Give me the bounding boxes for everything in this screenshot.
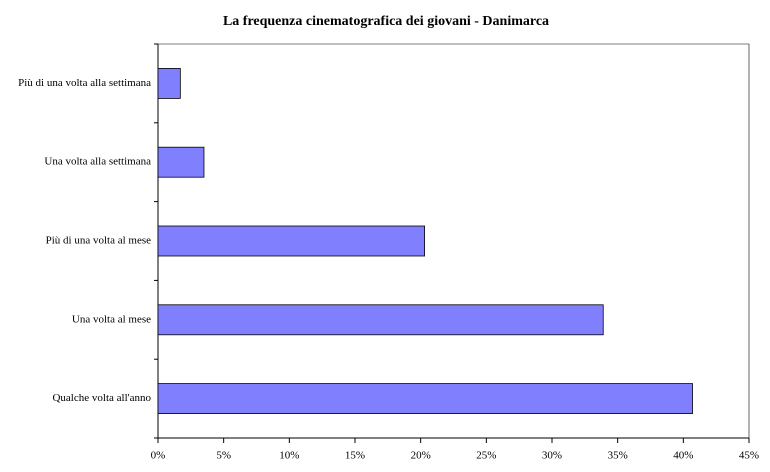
x-tick-label: 20%: [411, 450, 431, 462]
x-tick-label: 15%: [345, 450, 365, 462]
x-tick-label: 40%: [673, 450, 693, 462]
y-tick-label: Più di una volta alla settimana: [18, 77, 151, 89]
x-tick-label: 10%: [279, 450, 299, 462]
x-tick-label: 35%: [608, 450, 628, 462]
bar: [157, 304, 604, 336]
y-tick-label: Una volta al mese: [72, 313, 151, 325]
x-tick-label: 45%: [739, 450, 759, 462]
y-tick-label: Una volta alla settimana: [44, 156, 151, 168]
bar: [157, 146, 205, 178]
x-tick-label: 30%: [542, 450, 562, 462]
y-tick-label: Più di una volta al mese: [46, 235, 152, 247]
x-tick-label: 0%: [151, 450, 166, 462]
bar: [157, 68, 181, 99]
y-tick-label: Qualche volta all'anno: [52, 392, 151, 404]
x-tick-label: 25%: [476, 450, 496, 462]
bar: [157, 225, 426, 257]
chart-title: La frequenza cinematografica dei giovani…: [223, 14, 549, 29]
bar: [157, 383, 693, 415]
x-tick-label: 5%: [216, 450, 231, 462]
